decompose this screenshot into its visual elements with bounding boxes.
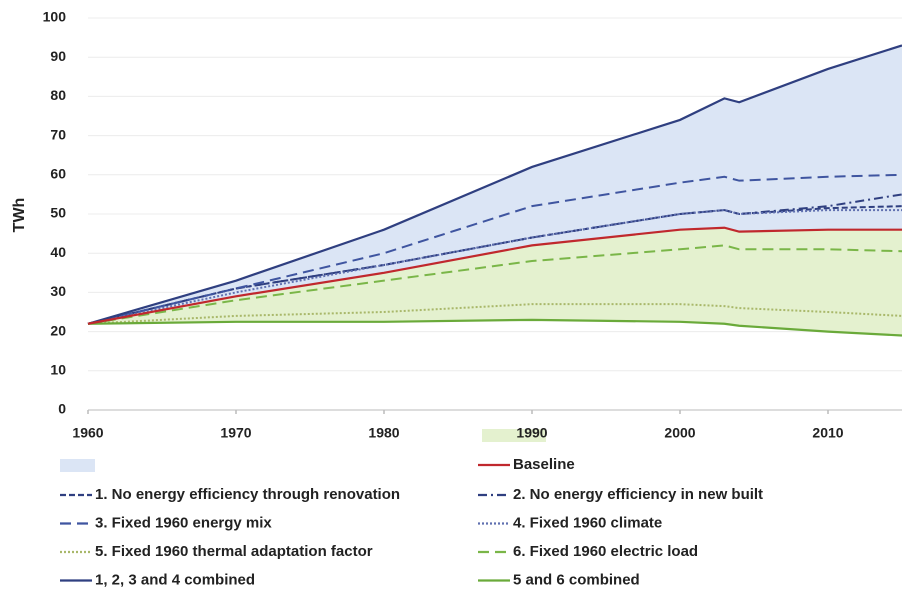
series-line: [87, 193, 902, 325]
y-tick-label: 30: [50, 283, 66, 299]
y-tick-label: 60: [50, 166, 66, 182]
legend-label: Baseline: [513, 456, 575, 473]
series-line: [87, 226, 902, 325]
x-tick-label: 1960: [72, 425, 103, 441]
legend-swatch: [60, 459, 95, 472]
y-tick-label: 40: [50, 244, 66, 260]
y-tick-label: 50: [50, 205, 66, 221]
legend-label: 3. Fixed 1960 energy mix: [95, 514, 272, 531]
series-line: [87, 318, 902, 337]
y-tick-label: 0: [58, 401, 66, 417]
x-tick-label: 1980: [368, 425, 399, 441]
area: [88, 227, 902, 336]
x-tick-label: 1970: [220, 425, 251, 441]
series-line: [87, 205, 902, 325]
y-tick-label: 90: [50, 48, 66, 64]
x-tick-label: 2010: [812, 425, 843, 441]
y-axis-label: TWh: [11, 198, 28, 233]
legend-label: 1. No energy efficiency through renovati…: [95, 486, 400, 503]
legend-label: 2. No energy efficiency in new built: [513, 486, 763, 503]
area: [88, 45, 902, 324]
legend-label: 5 and 6 combined: [513, 571, 640, 588]
y-tick-label: 100: [43, 9, 67, 25]
series-line: [87, 209, 902, 325]
x-tick-label: 2000: [664, 425, 695, 441]
legend-swatch: [482, 429, 546, 442]
y-tick-label: 80: [50, 87, 66, 103]
y-tick-label: 70: [50, 126, 66, 142]
series-line: [87, 303, 902, 325]
series-line: [87, 244, 902, 325]
y-tick-label: 20: [50, 322, 66, 338]
series-line: [87, 44, 902, 325]
legend-label: 5. Fixed 1960 thermal adaptation factor: [95, 543, 373, 560]
legend-label: 6. Fixed 1960 electric load: [513, 543, 698, 560]
x-tick-label: 1990: [516, 425, 547, 441]
y-tick-label: 10: [50, 362, 66, 378]
legend-label: 4. Fixed 1960 climate: [513, 514, 662, 531]
legend-label: 1, 2, 3 and 4 combined: [95, 571, 255, 588]
